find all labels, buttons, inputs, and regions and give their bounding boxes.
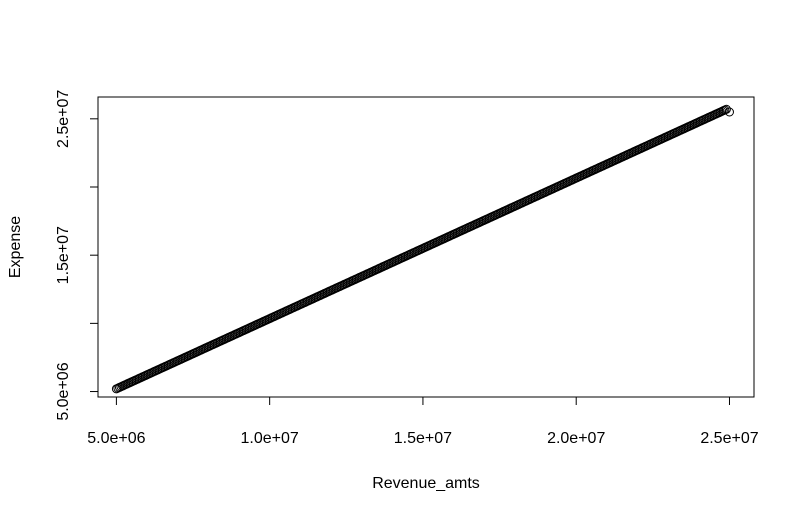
y-axis-title: Expense: [7, 216, 24, 278]
x-tick-label: 1.0e+07: [241, 430, 299, 447]
x-axis-title: Revenue_amts: [372, 475, 480, 492]
x-tick-label: 2.5e+07: [700, 430, 758, 447]
data-point: [721, 104, 731, 114]
x-axis: 5.0e+06 1.0e+07 1.5e+07 2.0e+07 2.5e+07: [87, 396, 759, 447]
data-points: [111, 104, 734, 394]
x-tick-label: 5.0e+06: [87, 430, 145, 447]
y-axis: 5.0e+06 1.5e+07 2.5e+07: [55, 90, 99, 421]
y-tick-label: 5.0e+06: [55, 362, 72, 420]
y-tick-label: 1.5e+07: [55, 226, 72, 284]
data-point-outlier: [724, 107, 734, 117]
x-tick-label: 2.0e+07: [547, 430, 605, 447]
x-tick-label: 1.5e+07: [394, 430, 452, 447]
y-tick-label: 2.5e+07: [55, 90, 72, 148]
